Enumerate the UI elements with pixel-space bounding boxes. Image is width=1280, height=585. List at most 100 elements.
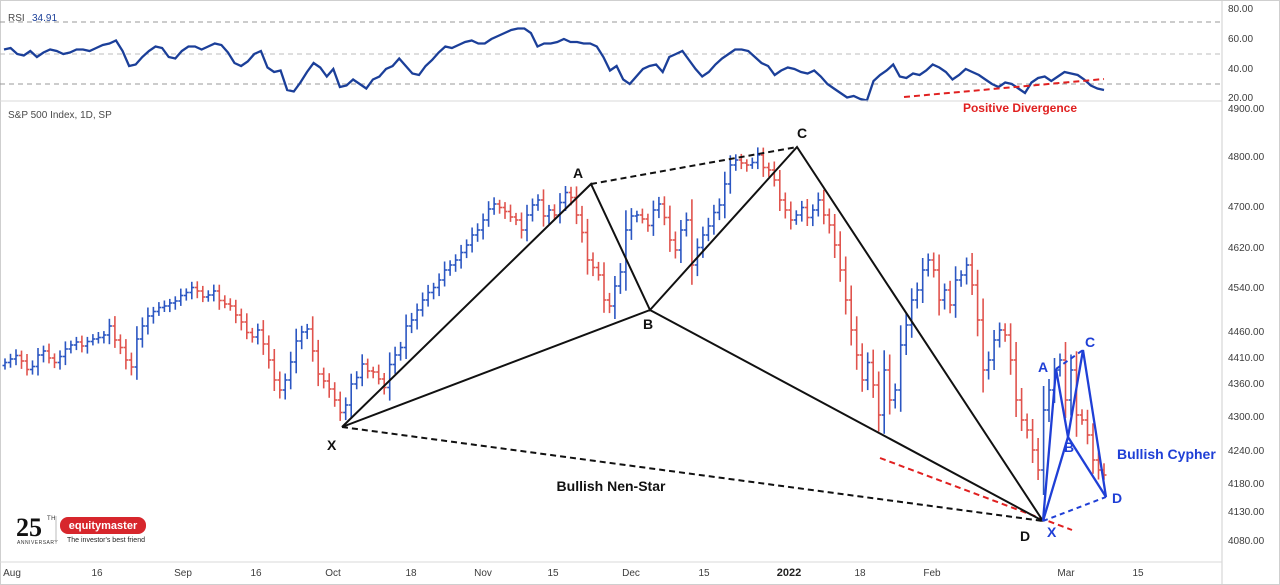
- price-bar: [387, 352, 393, 401]
- price-bar: [914, 282, 920, 309]
- instrument-label: S&P 500 Index, 1D, SP: [8, 110, 112, 121]
- logo-years: 25: [16, 513, 42, 542]
- price-bar: [870, 349, 876, 398]
- rsi-line: [3, 27, 1105, 102]
- nenstar-point-c: C: [797, 125, 807, 141]
- price-bar: [519, 212, 524, 239]
- price-bar: [57, 350, 63, 370]
- price-bar: [552, 204, 557, 220]
- rsi-tick: 40.00: [1228, 64, 1253, 75]
- price-bar: [447, 260, 453, 276]
- price-bar: [574, 186, 579, 225]
- price-bar: [145, 307, 151, 335]
- price-bar: [216, 284, 222, 310]
- price-bar: [596, 261, 601, 281]
- price-bar: [260, 320, 266, 355]
- price-bar: [958, 270, 964, 287]
- price-tick: 4700.00: [1228, 202, 1265, 213]
- price-bar: [321, 367, 327, 389]
- cypher-xb-line: [1041, 436, 1070, 522]
- price-bar: [639, 208, 645, 224]
- time-tick: Oct: [325, 568, 341, 579]
- nenstar-pattern: X A B C D Bullish Nen-Star: [327, 125, 1044, 544]
- cypher-point-x: X: [1047, 524, 1057, 540]
- logo-name: equitymaster: [69, 520, 138, 532]
- price-bar: [123, 339, 129, 370]
- price-bar: [837, 231, 843, 282]
- price-bar: [73, 336, 79, 351]
- price-bar: [475, 223, 481, 242]
- rsi-tick: 60.00: [1228, 34, 1253, 45]
- cypher-point-d: D: [1112, 490, 1122, 506]
- price-bar: [1085, 409, 1090, 445]
- time-tick: 15: [547, 568, 559, 579]
- price-bar: [458, 244, 464, 269]
- price-bar: [101, 331, 107, 344]
- price-bar: [788, 201, 794, 230]
- logo-tagline: The investor's best friend: [67, 537, 145, 544]
- divergence-label: Positive Divergence: [963, 101, 1077, 115]
- price-bar: [733, 154, 739, 171]
- price-bar: [634, 210, 640, 223]
- price-bar: [524, 204, 530, 242]
- price-bar: [161, 300, 167, 312]
- price-bar: [420, 292, 426, 317]
- price-tick: 4080.00: [1228, 536, 1265, 547]
- price-bar: [760, 147, 766, 177]
- price-bar: [650, 200, 656, 236]
- price-bar: [167, 298, 173, 313]
- rsi-divergence-line: [903, 78, 1105, 98]
- price-bar: [431, 282, 437, 300]
- price-bar: [508, 204, 513, 222]
- price-bar: [46, 343, 52, 364]
- price-bar: [881, 350, 887, 434]
- price-bar: [497, 199, 503, 214]
- rsi-axis: 80.00 60.00 40.00 20.00: [1228, 4, 1253, 104]
- price-bar: [277, 371, 283, 399]
- time-tick: Sep: [174, 568, 192, 579]
- price-bar: [793, 210, 799, 225]
- price-bar: [975, 269, 981, 337]
- price-bar: [68, 340, 74, 354]
- price-bar: [310, 316, 316, 362]
- price-bar: [1041, 386, 1047, 495]
- price-bar: [200, 285, 206, 303]
- price-bar: [931, 252, 937, 278]
- price-bar: [106, 318, 112, 345]
- cypher-point-b: B: [1064, 439, 1074, 455]
- price-bar: [557, 193, 563, 224]
- logo-years-sup: TH: [47, 516, 56, 522]
- price-tick: 4130.00: [1228, 507, 1265, 518]
- cypher-bd-line: [1067, 436, 1107, 498]
- cypher-point-a: A: [1038, 359, 1048, 375]
- price-bar: [612, 276, 618, 319]
- price-bar: [233, 299, 239, 324]
- price-bar: [804, 199, 810, 226]
- price-bar: [238, 308, 244, 331]
- price-bar: [271, 349, 277, 391]
- price-bar: [656, 196, 662, 219]
- price-bar: [716, 198, 722, 221]
- price-bar: [1008, 323, 1014, 375]
- time-tick: 15: [698, 568, 710, 579]
- price-bar: [705, 217, 711, 242]
- price-bar: [315, 339, 321, 387]
- price-bar: [535, 194, 541, 211]
- price-bar: [601, 262, 607, 313]
- price-bar: [821, 189, 827, 225]
- price-bar: [683, 212, 689, 237]
- price-bar: [920, 258, 926, 303]
- price-bar: [464, 239, 470, 259]
- price-bar: [607, 292, 612, 314]
- price-bar: [189, 281, 195, 300]
- price-bar: [62, 341, 68, 366]
- price-bar: [178, 288, 184, 306]
- price-bar: [969, 253, 975, 295]
- price-bar: [964, 257, 970, 285]
- equitymaster-logo: 25 TH ANNIVERSARY equitymaster The inves…: [16, 513, 146, 546]
- price-bar: [486, 201, 492, 227]
- price-bar: [1046, 379, 1052, 422]
- price-bar: [2, 358, 8, 370]
- price-bar: [84, 336, 90, 354]
